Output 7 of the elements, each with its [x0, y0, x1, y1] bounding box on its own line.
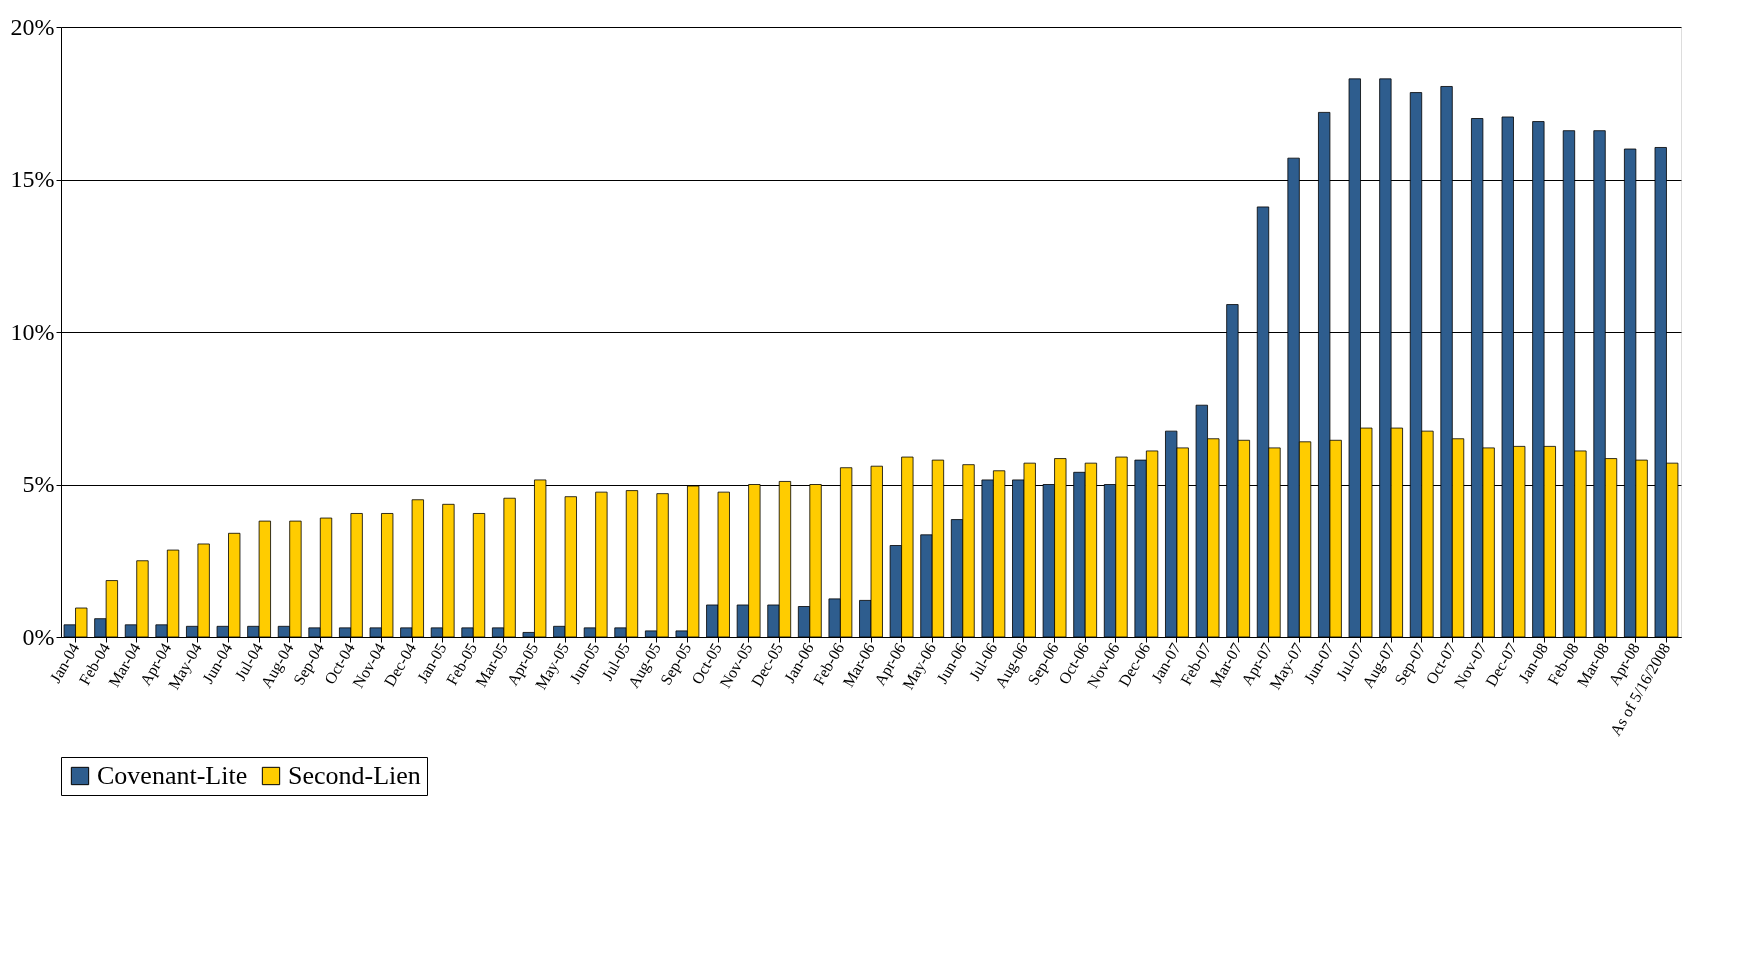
legend-label: Second-Lien [288, 761, 421, 790]
y-tick-label: 5% [22, 471, 55, 497]
legend-label: Covenant-Lite [97, 761, 248, 790]
y-tick-label: 0% [22, 623, 55, 650]
y-tick-label: 20% [10, 13, 55, 40]
y-tick-label: 15% [10, 166, 55, 192]
y-tick-label: 10% [10, 318, 55, 345]
